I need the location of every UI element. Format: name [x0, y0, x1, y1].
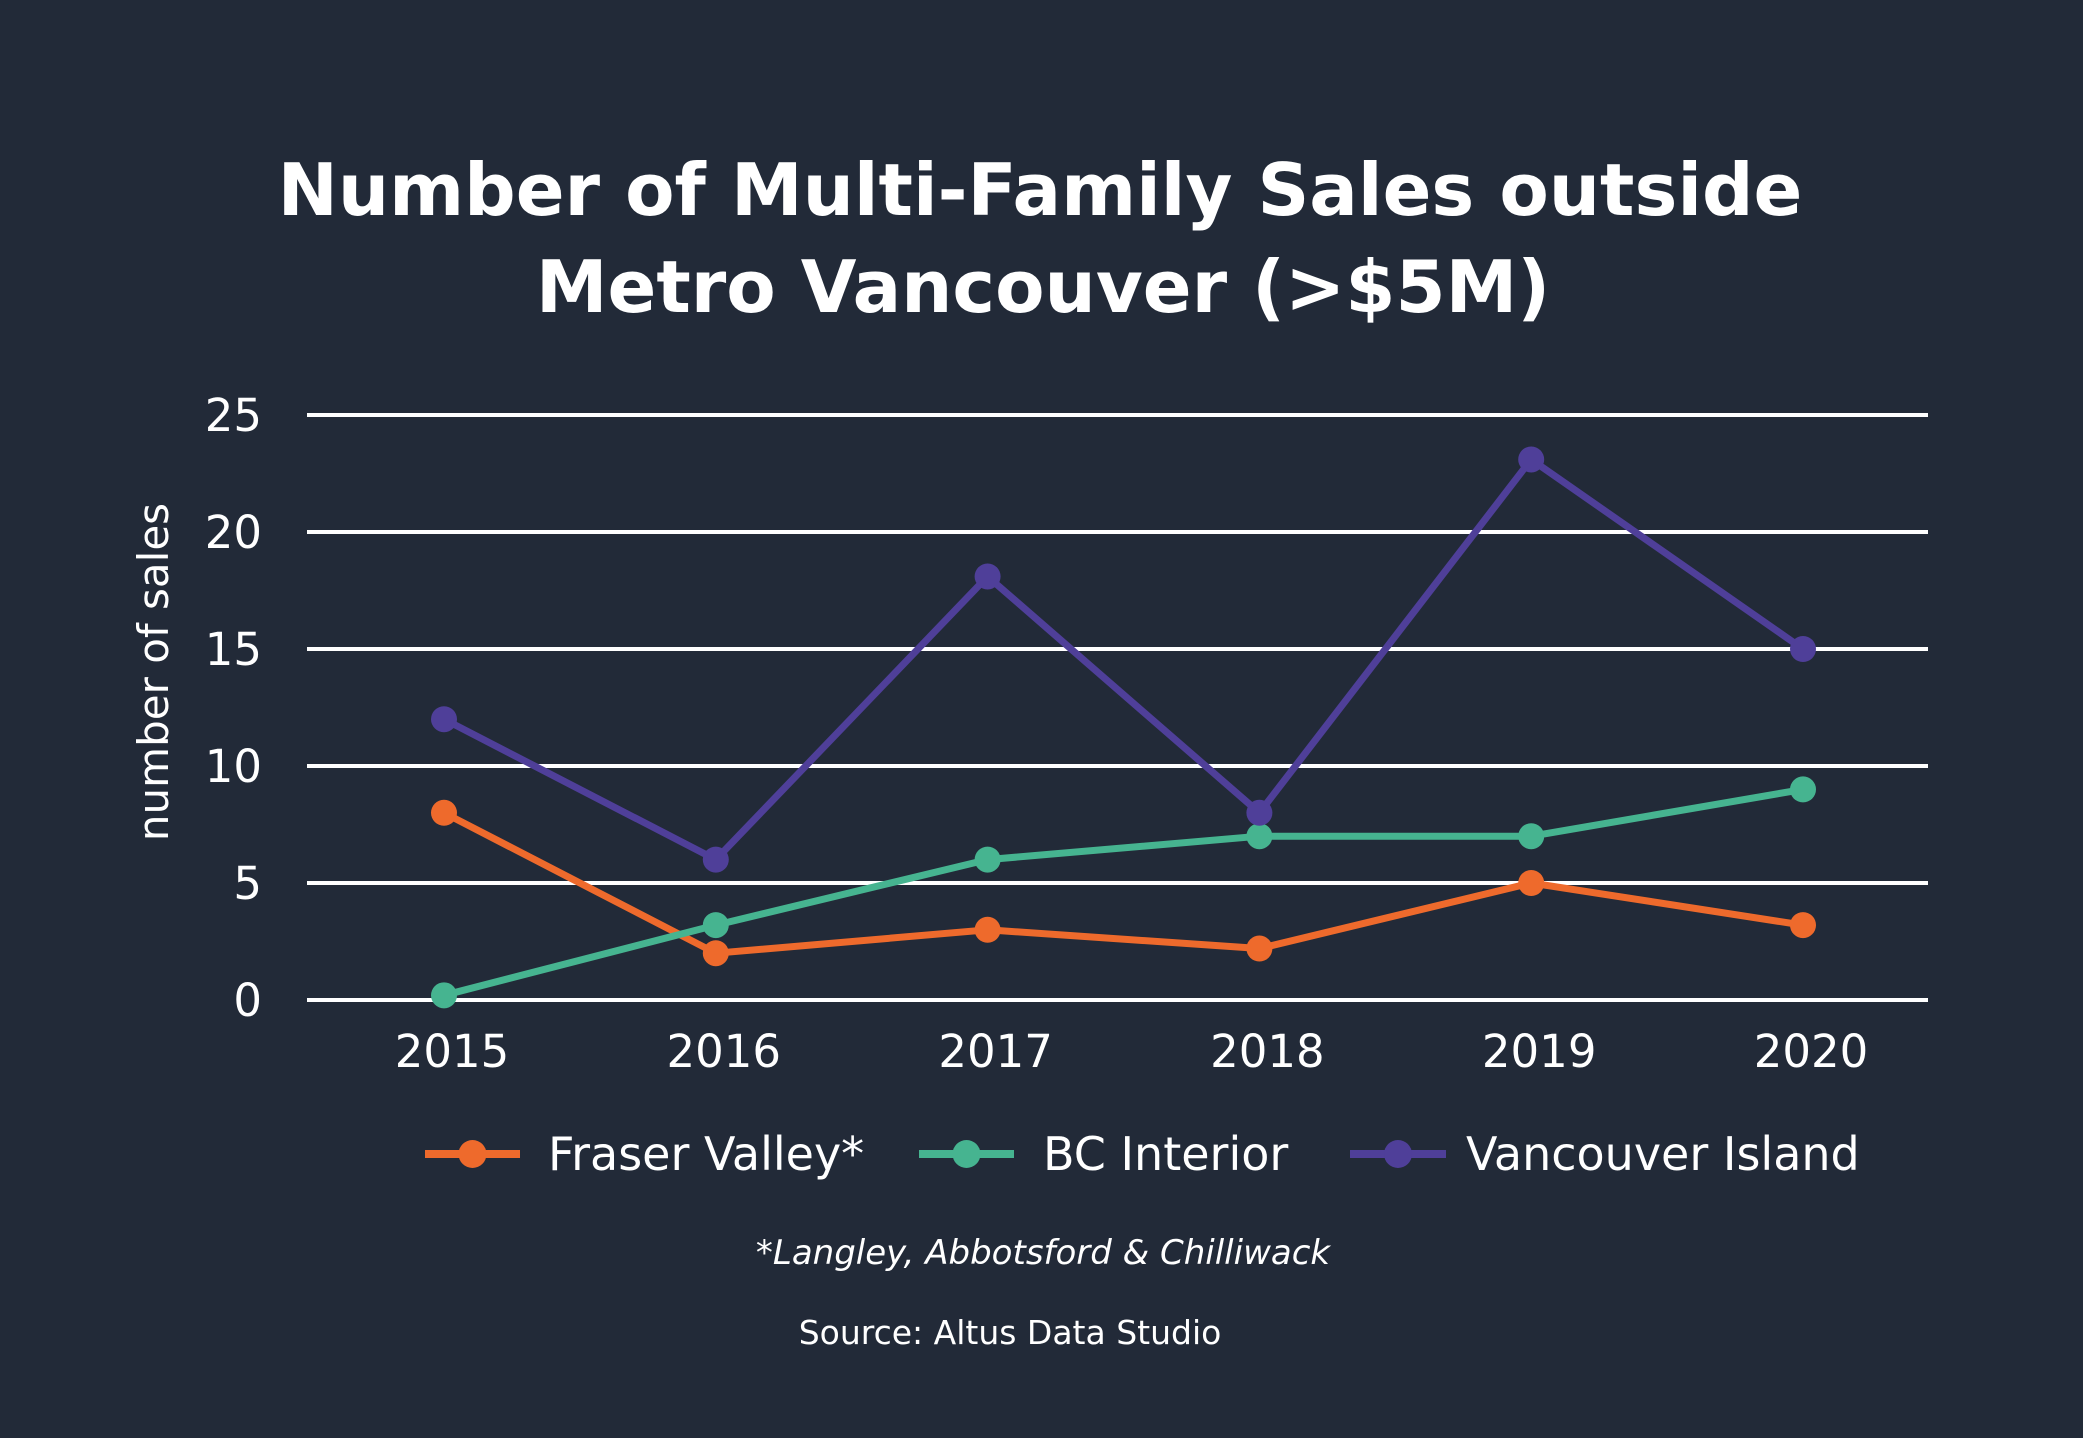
data-point — [974, 846, 1001, 873]
data-point — [974, 563, 1001, 590]
x-tick-label: 2020 — [1754, 1025, 1869, 1078]
series-group — [431, 446, 1816, 1009]
y-tick-label: 20 — [205, 506, 262, 559]
x-tick-label: 2019 — [1482, 1025, 1597, 1078]
data-point — [431, 706, 457, 733]
legend-swatch-marker — [1384, 1140, 1412, 1168]
legend-swatch-marker — [458, 1140, 487, 1168]
legend-swatch-marker — [952, 1140, 981, 1168]
y-tick-label: 25 — [205, 389, 262, 442]
x-tick-label: 2016 — [667, 1025, 782, 1078]
legend-label: Vancouver Island — [1466, 1127, 1860, 1181]
gridlines — [307, 413, 1928, 1002]
legend-item: Fraser Valley* — [425, 1127, 864, 1181]
data-point — [702, 912, 729, 939]
data-point — [1790, 912, 1816, 939]
y-tick-label: 15 — [205, 623, 262, 676]
data-point — [1790, 776, 1816, 803]
data-point — [431, 982, 457, 1009]
series-0 — [431, 799, 1816, 967]
data-point — [1518, 870, 1545, 896]
source-credit: Source: Altus Data Studio — [799, 1313, 1222, 1352]
x-tick-label: 2018 — [1210, 1025, 1325, 1078]
y-tick-label: 0 — [233, 974, 262, 1027]
data-point — [702, 846, 729, 873]
x-tick-label: 2015 — [395, 1025, 510, 1078]
legend-item: BC Interior — [919, 1127, 1288, 1181]
data-point — [1246, 799, 1273, 826]
legend: Fraser Valley* BC Interior Vancouver Islan… — [425, 1127, 1860, 1181]
chart-title-line-1: Number of Multi-Family Sales outside — [278, 148, 1803, 232]
data-point — [1518, 823, 1545, 850]
x-tick-label: 2017 — [938, 1025, 1053, 1078]
chart-title-line-2: Metro Vancouver (>$5M) — [536, 245, 1550, 329]
footnote: *Langley, Abbotsford & Chilliwack — [756, 1233, 1332, 1273]
data-point — [974, 916, 1001, 943]
data-point — [431, 799, 457, 826]
series-1 — [431, 776, 1816, 1009]
y-tick-label: 10 — [205, 740, 262, 793]
x-tick-labels: 2015 2016 2017 2018 2019 2020 — [395, 1025, 1869, 1078]
data-point — [702, 940, 729, 967]
legend-label: BC Interior — [1043, 1127, 1288, 1181]
series-line — [440, 809, 1807, 957]
series-2 — [431, 446, 1816, 873]
series-line — [440, 455, 1807, 864]
y-tick-labels: 0 5 10 15 20 25 — [205, 389, 262, 1027]
legend-label: Fraser Valley* — [548, 1127, 864, 1181]
data-point — [1246, 935, 1273, 962]
data-point — [1790, 636, 1816, 662]
series-line — [440, 785, 1807, 999]
data-point — [1246, 823, 1273, 850]
y-tick-label: 5 — [233, 857, 262, 910]
data-point — [1518, 446, 1545, 473]
legend-item: Vancouver Island — [1350, 1127, 1860, 1181]
y-axis-label: number of sales — [129, 503, 178, 841]
